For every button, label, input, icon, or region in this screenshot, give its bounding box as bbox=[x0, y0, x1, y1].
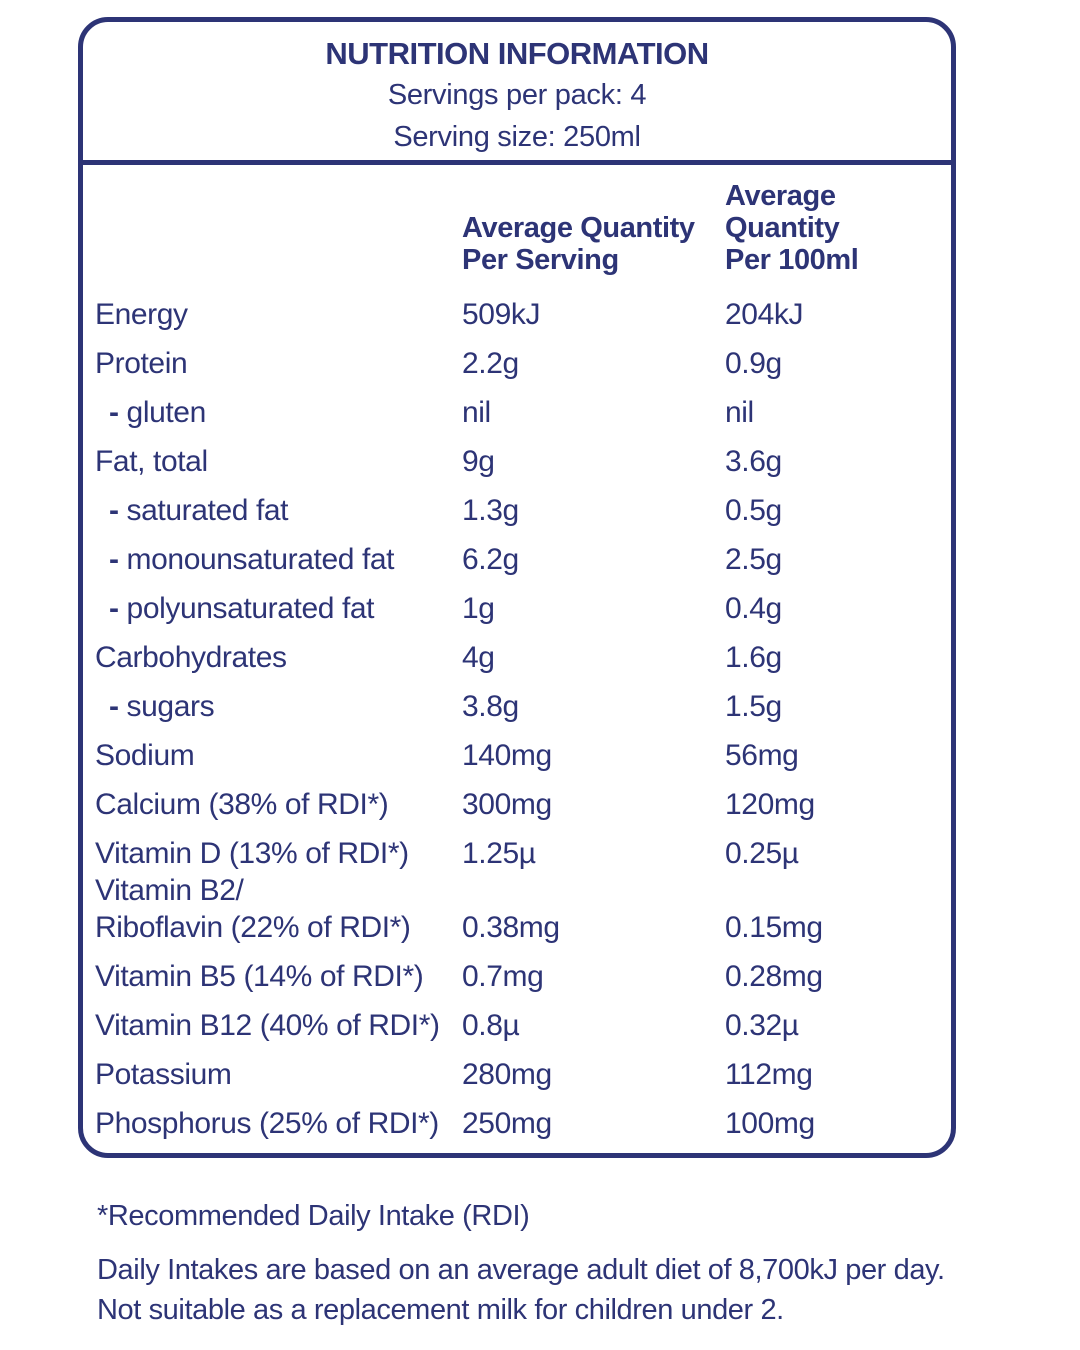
nutrient-label: Phosphorus (25% of RDI*) bbox=[95, 1107, 439, 1140]
dash-bullet: - bbox=[109, 592, 127, 625]
table-row: Vitamin B12 (40% of RDI*) 0.8µ 0.32µ bbox=[95, 995, 941, 1044]
table-row: Vitamin B2/ Riboflavin (22% of RDI*) 0.38… bbox=[95, 872, 941, 946]
nutrient-label: Vitamin B5 (14% of RDI*) bbox=[95, 960, 424, 993]
dash-bullet: - bbox=[109, 396, 127, 429]
value-per-100ml: 0.32µ bbox=[725, 1009, 799, 1042]
value-per-serving: nil bbox=[462, 396, 491, 429]
servings-per-pack: Servings per pack: 4 bbox=[387, 79, 647, 111]
nutrition-rows: Energy 509kJ 204kJ Protein 2.2g 0.9g - gluten n… bbox=[95, 284, 941, 1142]
nutrient-label: Fat, total bbox=[95, 445, 208, 478]
table-row: Carbohydrates 4g 1.6g bbox=[95, 627, 941, 676]
nutrient-label: Vitamin B2/ Riboflavin (22% of RDI*) bbox=[95, 874, 411, 944]
nutrient-label: - gluten bbox=[109, 396, 206, 429]
value-per-serving: 140mg bbox=[462, 739, 552, 772]
nutrient-label: Vitamin D (13% of RDI*) bbox=[95, 837, 409, 870]
table-row: Protein 2.2g 0.9g bbox=[95, 333, 941, 382]
table-row: - saturated fat 1.3g 0.5g bbox=[95, 480, 941, 529]
value-per-100ml: 0.5g bbox=[725, 494, 782, 527]
value-per-serving: 1g bbox=[462, 592, 495, 625]
table-row: Phosphorus (25% of RDI*) 250mg 100mg bbox=[95, 1093, 941, 1142]
value-per-100ml: 120mg bbox=[725, 788, 815, 821]
panel-title: NUTRITION INFORMATION bbox=[325, 36, 709, 71]
footnote-daily-line2: Not suitable as a replacement milk for c… bbox=[97, 1294, 784, 1326]
nutrient-label: - polyunsaturated fat bbox=[109, 592, 375, 625]
value-per-100ml: 0.25µ bbox=[725, 837, 799, 870]
value-per-100ml: 0.9g bbox=[725, 347, 782, 380]
value-per-100ml: 1.5g bbox=[725, 690, 782, 723]
column-header-per-100ml: Average Quantity Per 100ml bbox=[725, 180, 941, 276]
footnote-daily-intake: Daily Intakes are based on an average ad… bbox=[97, 1250, 997, 1330]
value-per-serving: 1.25µ bbox=[462, 837, 536, 870]
column-header-line: Per Serving bbox=[462, 244, 619, 276]
nutrient-label: Vitamin B12 (40% of RDI*) bbox=[95, 1009, 440, 1042]
value-per-serving: 1.3g bbox=[462, 494, 519, 527]
table-row: Calcium (38% of RDI*) 300mg 120mg bbox=[95, 774, 941, 823]
table-row: - monounsaturated fat 6.2g 2.5g bbox=[95, 529, 941, 578]
serving-size: Serving size: 250ml bbox=[393, 121, 641, 153]
table-row: Sodium 140mg 56mg bbox=[95, 725, 941, 774]
value-per-100ml: 3.6g bbox=[725, 445, 782, 478]
footnote-rdi: *Recommended Daily Intake (RDI) bbox=[97, 1200, 530, 1232]
value-per-serving: 3.8g bbox=[462, 690, 519, 723]
column-header-per-serving: Average Quantity Per Serving bbox=[462, 212, 725, 276]
value-per-serving: 9g bbox=[462, 445, 495, 478]
value-per-100ml: 100mg bbox=[725, 1107, 815, 1140]
value-per-serving: 509kJ bbox=[462, 298, 541, 331]
table-row: - polyunsaturated fat 1g 0.4g bbox=[95, 578, 941, 627]
column-header-line: Average Quantity bbox=[725, 180, 840, 244]
value-per-100ml: 0.28mg bbox=[725, 960, 823, 993]
value-per-serving: 0.8µ bbox=[462, 1009, 520, 1042]
table-row: Vitamin D (13% of RDI*) 1.25µ 0.25µ bbox=[95, 823, 941, 872]
value-per-serving: 300mg bbox=[462, 788, 552, 821]
dash-bullet: - bbox=[109, 494, 127, 527]
dash-bullet: - bbox=[109, 690, 127, 723]
nutrient-label: Protein bbox=[95, 347, 188, 380]
value-per-serving: 4g bbox=[462, 641, 495, 674]
nutrient-label: - monounsaturated fat bbox=[109, 543, 395, 576]
nutrient-label: Potassium bbox=[95, 1058, 232, 1091]
table-row: Energy 509kJ 204kJ bbox=[95, 284, 941, 333]
nutrient-label: Energy bbox=[95, 298, 188, 331]
value-per-serving: 6.2g bbox=[462, 543, 519, 576]
value-per-serving: 2.2g bbox=[462, 347, 519, 380]
footnote-daily-line1: Daily Intakes are based on an average ad… bbox=[97, 1254, 945, 1286]
nutrient-label: Calcium (38% of RDI*) bbox=[95, 788, 389, 821]
value-per-100ml: 56mg bbox=[725, 739, 799, 772]
value-per-100ml: 1.6g bbox=[725, 641, 782, 674]
table-row: - sugars 3.8g 1.5g bbox=[95, 676, 941, 725]
table-row: Potassium 280mg 112mg bbox=[95, 1044, 941, 1093]
value-per-100ml: 0.4g bbox=[725, 592, 782, 625]
value-per-serving: 0.7mg bbox=[462, 960, 544, 993]
nutrition-panel: NUTRITION INFORMATION Servings per pack:… bbox=[78, 17, 956, 1158]
nutrient-label: Carbohydrates bbox=[95, 641, 287, 674]
value-per-serving: 280mg bbox=[462, 1058, 552, 1091]
nutrition-table: Average Quantity Per Serving Average Qua… bbox=[83, 165, 951, 1142]
nutrient-label: - saturated fat bbox=[109, 494, 289, 527]
dash-bullet: - bbox=[109, 543, 127, 576]
value-per-100ml: 2.5g bbox=[725, 543, 782, 576]
table-row: Fat, total 9g 3.6g bbox=[95, 431, 941, 480]
value-per-100ml: 112mg bbox=[725, 1058, 813, 1091]
value-per-100ml: 204kJ bbox=[725, 298, 804, 331]
column-header-line: Per 100ml bbox=[725, 244, 859, 276]
panel-header: NUTRITION INFORMATION Servings per pack:… bbox=[83, 22, 951, 165]
table-row: - gluten nil nil bbox=[95, 382, 941, 431]
column-header-line: Average Quantity bbox=[462, 212, 695, 244]
footnotes: *Recommended Daily Intake (RDI) Daily In… bbox=[97, 1198, 997, 1330]
value-per-100ml: 0.15mg bbox=[725, 911, 823, 944]
value-per-serving: 0.38mg bbox=[462, 911, 560, 944]
value-per-serving: 250mg bbox=[462, 1107, 552, 1140]
value-per-100ml: nil bbox=[725, 396, 754, 429]
nutrient-label: - sugars bbox=[109, 690, 215, 723]
nutrient-label: Sodium bbox=[95, 739, 195, 772]
column-headers: Average Quantity Per Serving Average Qua… bbox=[95, 180, 941, 276]
table-row: Vitamin B5 (14% of RDI*) 0.7mg 0.28mg bbox=[95, 946, 941, 995]
